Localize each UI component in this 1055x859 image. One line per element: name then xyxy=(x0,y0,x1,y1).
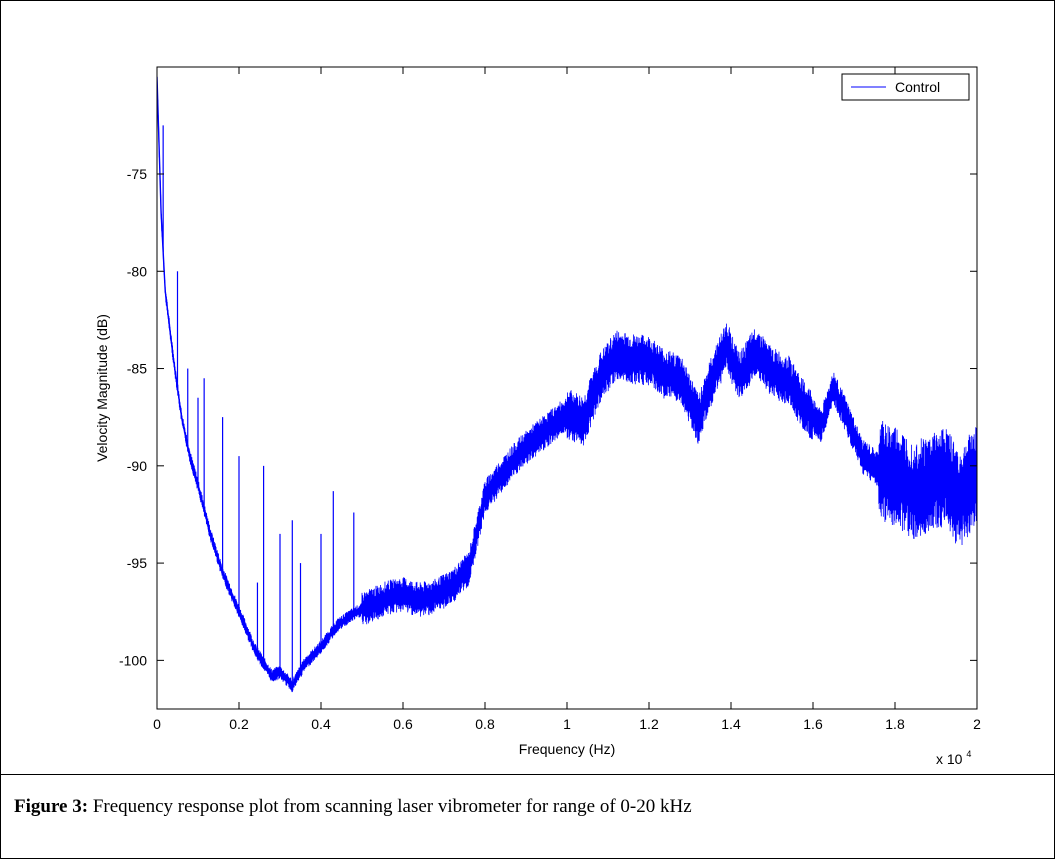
x-tick-label-9: 1.8 xyxy=(885,716,905,732)
y-axis-title: Velocity Magnitude (dB) xyxy=(94,314,110,462)
y-tick-label-4: -95 xyxy=(127,555,147,571)
figure-caption: Figure 3: Frequency response plot from s… xyxy=(14,796,692,818)
x-multiplier-exponent: 4 xyxy=(966,749,971,759)
plot-area xyxy=(157,72,977,693)
x-tick-label-10: 2 xyxy=(973,716,981,732)
y-tick-label-2: -85 xyxy=(127,361,147,377)
x-axis-multiplier: x 10 4 xyxy=(936,749,971,767)
x-tick-label-3: 0.6 xyxy=(393,716,413,732)
frequency-response-chart: 0 0.2 0.4 0.6 0.8 1 1.2 1.4 1.6 1.8 2 -75 -80 -85 -90 -… xyxy=(94,66,981,767)
x-tick-label-4: 0.8 xyxy=(475,716,495,732)
series-control xyxy=(157,72,977,693)
caption-divider xyxy=(0,774,1055,775)
x-axis-title: Frequency (Hz) xyxy=(519,741,615,757)
legend: Control xyxy=(841,73,970,101)
x-multiplier-base: x 10 xyxy=(936,751,963,767)
x-tick-label-7: 1.4 xyxy=(721,716,741,732)
x-tick-label-8: 1.6 xyxy=(803,716,823,732)
y-tick-label-0: -75 xyxy=(127,166,147,182)
x-tick-label-1: 0.2 xyxy=(229,716,249,732)
legend-label-control: Control xyxy=(895,79,940,95)
x-tick-label-0: 0 xyxy=(153,716,161,732)
y-tick-label-1: -80 xyxy=(127,263,147,279)
y-tick-label-3: -90 xyxy=(127,458,147,474)
figure-caption-label: Figure 3: xyxy=(14,796,89,817)
x-tick-label-2: 0.4 xyxy=(311,716,331,732)
y-tick-label-5: -100 xyxy=(119,652,147,668)
figure-caption-text: Frequency response plot from scanning la… xyxy=(92,796,692,817)
axes: 0 0.2 0.4 0.6 0.8 1 1.2 1.4 1.6 1.8 2 -75 -80 -85 -90 -… xyxy=(119,66,981,732)
x-tick-label-6: 1.2 xyxy=(639,716,659,732)
x-tick-label-5: 1 xyxy=(563,716,571,732)
series-control-mean xyxy=(157,76,977,687)
